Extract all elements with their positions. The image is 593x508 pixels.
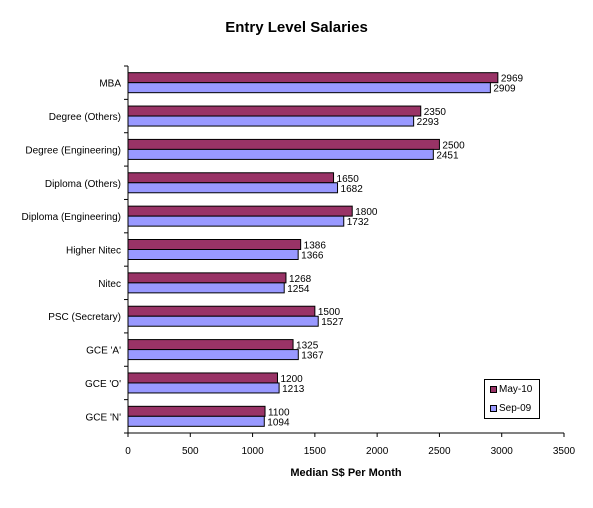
bar-nitec-sep-09 xyxy=(127,282,285,294)
data-label-gce-n-may-10: 1100 xyxy=(268,407,290,418)
bar-degree-engineering-sep-09 xyxy=(127,148,434,160)
legend-item-may-10: May-10 xyxy=(490,384,532,396)
bar-higher-nitec-sep-09 xyxy=(127,249,299,260)
bar-diploma-others-may-10 xyxy=(127,172,335,184)
y-tick-label-diploma-others: Diploma (Others) xyxy=(45,179,121,190)
x-tick-label-3500: 3500 xyxy=(553,446,576,457)
y-tick-label-degree-engineering: Degree (Engineering) xyxy=(25,145,121,156)
data-label-diploma-engineering-sep-09: 1732 xyxy=(347,217,370,228)
chart-title: Entry Level Salaries xyxy=(225,19,368,36)
legend-label-may-10: May-10 xyxy=(499,384,533,395)
bar-degree-others-sep-09 xyxy=(127,115,415,127)
legend-swatch-sep-09 xyxy=(490,404,497,412)
legend-item-sep-09: Sep-09 xyxy=(490,403,531,415)
x-tick-label-3000: 3000 xyxy=(491,446,514,457)
data-label-mba-sep-09: 2909 xyxy=(493,84,516,95)
data-label-degree-engineering-sep-09: 2451 xyxy=(436,150,459,161)
data-label-psc-secretary-sep-09: 1527 xyxy=(321,317,344,328)
y-tick-label-mba: MBA xyxy=(99,79,121,90)
y-tick-label-degree-others: Degree (Others) xyxy=(49,112,121,123)
x-tick-label-500: 500 xyxy=(182,446,199,457)
data-label-diploma-others-may-10: 1650 xyxy=(337,174,360,185)
legend-label-sep-09: Sep-09 xyxy=(499,403,532,414)
data-label-gce-o-sep-09: 1213 xyxy=(282,384,305,395)
data-label-degree-others-may-10: 2350 xyxy=(424,107,447,118)
data-label-degree-others-sep-09: 2293 xyxy=(417,117,440,128)
x-tick-label-2000: 2000 xyxy=(366,446,389,457)
bar-mba-may-10 xyxy=(127,72,499,84)
bar-diploma-others-sep-09 xyxy=(127,182,339,194)
data-label-gce-o-may-10: 1200 xyxy=(280,374,303,385)
x-axis-label: Median S$ Per Month xyxy=(290,467,402,479)
data-label-gce-a-sep-09: 1367 xyxy=(301,351,324,362)
bar-gce-n-may-10 xyxy=(127,405,266,417)
bar-mba-sep-09 xyxy=(127,82,491,94)
bar-psc-secretary-sep-09 xyxy=(127,315,319,327)
y-tick-label-diploma-engineering: Diploma (Engineering) xyxy=(22,212,122,223)
bar-gce-n-sep-09 xyxy=(127,415,265,427)
bar-gce-o-may-10 xyxy=(127,372,278,384)
bar-diploma-engineering-may-10 xyxy=(127,205,353,217)
bar-degree-others-may-10 xyxy=(127,105,422,117)
data-label-gce-n-sep-09: 1094 xyxy=(267,417,290,428)
bar-higher-nitec-may-10 xyxy=(127,239,302,250)
x-tick-label-0: 0 xyxy=(125,446,131,457)
y-tick-label-gce-n: GCE 'N' xyxy=(86,412,122,423)
bar-degree-engineering-may-10 xyxy=(127,138,440,150)
data-label-diploma-others-sep-09: 1682 xyxy=(341,184,364,195)
data-label-higher-nitec-may-10: 1386 xyxy=(304,241,327,252)
legend: May-10 Sep-09 xyxy=(484,379,540,419)
data-label-degree-engineering-may-10: 2500 xyxy=(442,140,465,151)
y-tick-label-higher-nitec: Higher Nitec xyxy=(66,246,121,257)
y-tick-label-gce-o: GCE 'O' xyxy=(85,379,121,390)
y-tick-label-nitec: Nitec xyxy=(98,279,121,290)
data-label-diploma-engineering-may-10: 1800 xyxy=(355,207,378,218)
data-label-higher-nitec-sep-09: 1366 xyxy=(301,251,324,262)
bar-nitec-may-10 xyxy=(127,272,287,284)
bar-diploma-engineering-sep-09 xyxy=(127,215,345,227)
data-label-gce-a-may-10: 1325 xyxy=(296,341,319,352)
legend-swatch-may-10 xyxy=(490,385,497,393)
x-tick-label-1500: 1500 xyxy=(304,446,327,457)
bar-gce-a-may-10 xyxy=(127,339,294,351)
bar-gce-o-sep-09 xyxy=(127,382,280,394)
data-label-psc-secretary-may-10: 1500 xyxy=(318,307,341,318)
bar-gce-a-sep-09 xyxy=(127,349,299,361)
data-label-nitec-may-10: 1268 xyxy=(289,274,312,285)
x-tick-label-2500: 2500 xyxy=(428,446,451,457)
y-tick-label-gce-a: GCE 'A' xyxy=(86,346,121,357)
y-tick-label-psc-secretary: PSC (Secretary) xyxy=(48,312,121,323)
bar-psc-secretary-may-10 xyxy=(127,305,316,317)
x-tick-label-1000: 1000 xyxy=(241,446,264,457)
data-label-mba-may-10: 2969 xyxy=(501,74,524,85)
data-label-nitec-sep-09: 1254 xyxy=(287,284,310,295)
